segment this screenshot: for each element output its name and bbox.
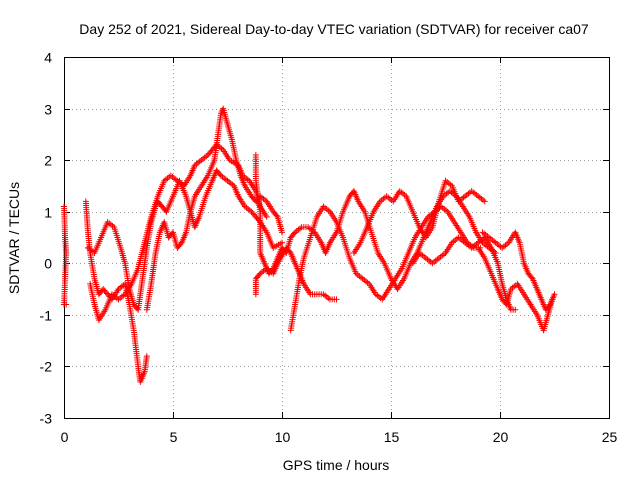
y-tick-label: 3: [44, 102, 52, 118]
data-point: [143, 353, 150, 360]
series-7: [287, 203, 484, 334]
series-0: [61, 203, 70, 308]
y-axis-label: SDTVAR / TECUs: [6, 182, 22, 294]
data-point: [279, 229, 285, 236]
chart-title: Day 252 of 2021, Sidereal Day-to-day VTE…: [79, 21, 589, 37]
data-points: [61, 105, 558, 385]
data-point: [256, 271, 263, 278]
grid-lines: [64, 57, 609, 418]
x-tick-label: 0: [61, 429, 69, 445]
series-3: [87, 141, 270, 324]
series-4: [143, 105, 285, 313]
x-tick-label: 20: [493, 429, 509, 445]
x-tick-label: 10: [275, 429, 291, 445]
data-point: [286, 248, 293, 255]
y-tick-label: 4: [44, 50, 52, 66]
y-tick-label: -3: [40, 411, 53, 427]
series-1: [82, 198, 150, 385]
data-point: [216, 171, 223, 178]
data-point: [551, 291, 558, 298]
data-point: [263, 213, 270, 220]
y-tick-label: 2: [44, 153, 52, 169]
data-point: [546, 302, 553, 309]
data-point: [512, 306, 519, 313]
data-point: [528, 274, 535, 281]
data-point: [63, 301, 70, 308]
data-point: [333, 296, 340, 303]
series-6: [252, 244, 340, 303]
y-tick-label: -1: [40, 308, 53, 324]
axis-ticks: 0 5 10 15 20 25 -3 -2 -1 0 1 2 3 4: [40, 50, 618, 446]
y-tick-label: 0: [44, 256, 52, 272]
series-10: [475, 244, 556, 334]
data-point: [177, 240, 184, 247]
y-tick-label: 1: [44, 205, 52, 221]
data-point: [279, 239, 285, 246]
series-8: [350, 177, 488, 256]
series-11: [479, 229, 558, 313]
x-tick-label: 25: [602, 429, 618, 445]
y-tick-label: -2: [40, 359, 53, 375]
series-5: [252, 151, 499, 293]
data-point: [481, 198, 488, 205]
x-axis-label: GPS time / hours: [283, 457, 390, 473]
x-tick-label: 15: [384, 429, 400, 445]
x-tick-label: 5: [170, 429, 178, 445]
data-point: [290, 230, 297, 237]
data-point: [273, 212, 280, 219]
